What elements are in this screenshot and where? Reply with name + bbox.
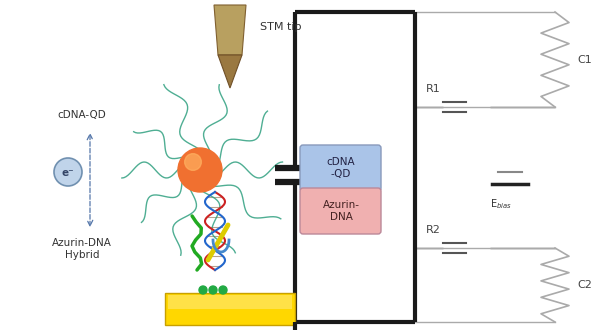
Text: Azurin-
DNA: Azurin- DNA bbox=[323, 200, 359, 222]
Circle shape bbox=[219, 286, 227, 294]
Text: STM tip: STM tip bbox=[260, 22, 301, 32]
Circle shape bbox=[185, 154, 202, 171]
Circle shape bbox=[199, 286, 207, 294]
Polygon shape bbox=[214, 5, 246, 55]
Text: C2: C2 bbox=[577, 280, 592, 290]
FancyBboxPatch shape bbox=[300, 188, 381, 234]
Circle shape bbox=[54, 158, 82, 186]
Circle shape bbox=[209, 286, 217, 294]
Circle shape bbox=[178, 148, 222, 192]
Text: e⁻: e⁻ bbox=[62, 168, 74, 178]
Text: cDNA-QD: cDNA-QD bbox=[58, 110, 107, 120]
Polygon shape bbox=[165, 293, 295, 325]
Polygon shape bbox=[168, 295, 292, 309]
Text: cDNA
-QD: cDNA -QD bbox=[326, 157, 355, 179]
Polygon shape bbox=[218, 55, 242, 88]
Text: Azurin-DNA
Hybrid: Azurin-DNA Hybrid bbox=[52, 239, 112, 260]
Text: R1: R1 bbox=[426, 84, 440, 94]
Text: R2: R2 bbox=[426, 225, 440, 235]
FancyBboxPatch shape bbox=[300, 145, 381, 191]
Text: C1: C1 bbox=[577, 55, 592, 65]
Text: E$_{bias}$: E$_{bias}$ bbox=[490, 198, 512, 211]
